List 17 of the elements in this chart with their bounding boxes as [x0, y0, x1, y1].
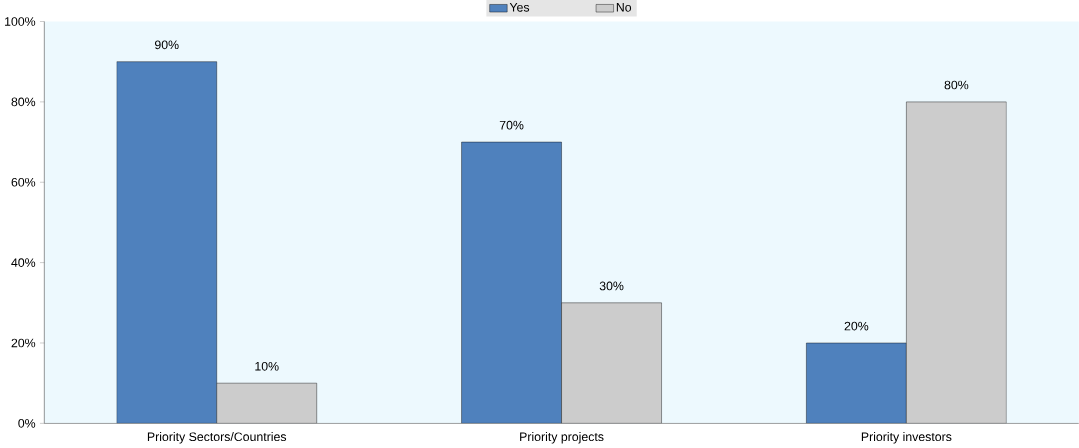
y-tick-label: 40% [11, 258, 36, 268]
legend-label: Yes [509, 3, 530, 12]
data-label: 20% [844, 321, 869, 331]
y-tick-label: 80% [11, 97, 36, 107]
data-label: 90% [154, 40, 179, 50]
y-tick-label: 0% [18, 419, 36, 428]
y-tick-label: 60% [11, 178, 36, 187]
legend-label: No [616, 3, 632, 12]
x-tick-label: Priority Sectors/Countries [147, 432, 287, 444]
y-tick-label: 20% [11, 338, 36, 348]
x-tick-label: Priority projects [520, 432, 604, 444]
data-label: 80% [944, 80, 969, 90]
data-label: 10% [255, 362, 279, 371]
y-tick-label: 100% [5, 17, 36, 27]
data-label: 70% [499, 120, 524, 130]
x-tick-label: Priority investors [861, 432, 952, 444]
data-label: 30% [599, 281, 624, 291]
